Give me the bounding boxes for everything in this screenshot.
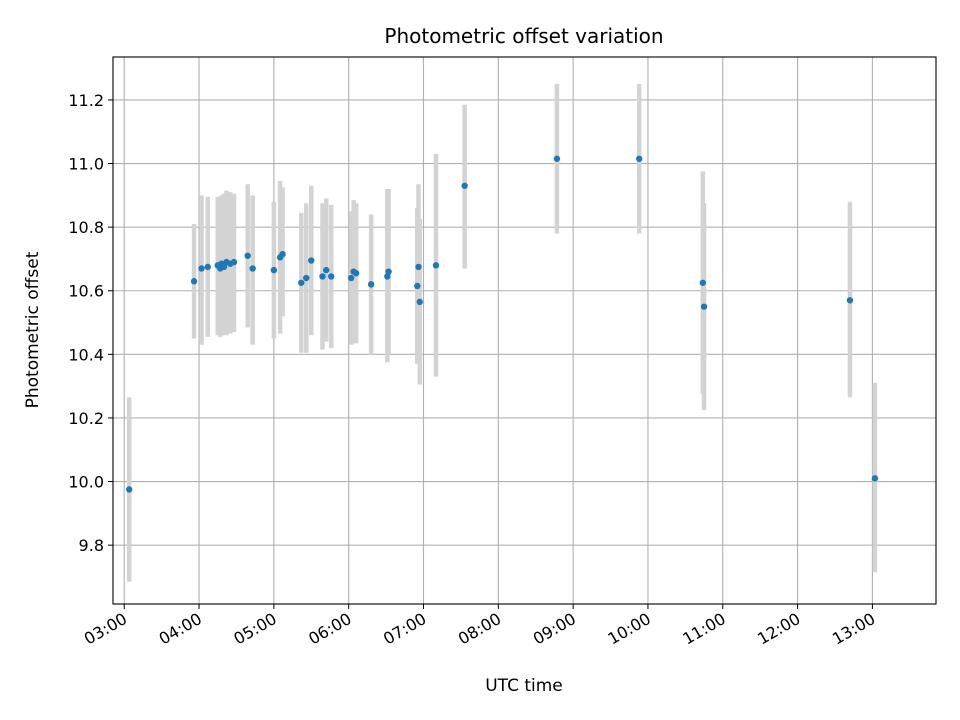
data-points (126, 155, 879, 493)
data-point (871, 475, 879, 482)
data-point (303, 274, 310, 282)
x-tick-label: 09:00 (530, 609, 579, 649)
data-point (347, 274, 355, 282)
y-tick-label: 10.0 (68, 473, 104, 492)
y-axis-title: Photometric offset (23, 251, 43, 408)
error-bars (126, 84, 878, 582)
x-tick-label: 11:00 (679, 609, 728, 649)
chart-title: Photometric offset variation (384, 24, 663, 48)
y-tick-label: 10.2 (68, 409, 104, 428)
x-tick-label: 06:00 (305, 609, 354, 649)
y-axis-ticks: 9.8 10.0 10.2 10.4 10.6 10.8 11.0 11.2 (68, 91, 113, 555)
y-tick-label: 10.4 (68, 345, 104, 364)
plot-frame (112, 56, 937, 605)
data-point (220, 263, 228, 271)
data-point (308, 257, 315, 264)
data-point (367, 281, 375, 288)
x-tick-label: 12:00 (754, 609, 803, 649)
data-point (198, 265, 205, 272)
data-point (636, 155, 643, 162)
x-tick-label: 13:00 (829, 609, 878, 649)
data-point (323, 266, 330, 274)
data-point (385, 268, 392, 275)
data-point (249, 265, 256, 272)
data-point (699, 279, 707, 286)
data-point (416, 298, 423, 306)
x-tick-label: 08:00 (455, 609, 504, 649)
data-point (244, 252, 251, 259)
y-tick-label: 10.6 (68, 282, 104, 301)
x-axis-ticks: 03:00 04:00 05:00 06:00 07:00 08:00 09:00 10:00… (81, 604, 878, 649)
data-point (190, 278, 198, 285)
data-point (230, 258, 238, 266)
data-point (415, 263, 422, 271)
grid-lines (113, 57, 936, 604)
data-point (279, 250, 286, 258)
data-point (700, 303, 708, 310)
y-tick-label: 11.2 (68, 91, 104, 110)
y-tick-label: 11.0 (68, 155, 104, 174)
data-point (414, 282, 421, 290)
data-point (553, 155, 561, 162)
data-point (328, 273, 335, 280)
data-point (352, 270, 360, 277)
data-point (319, 273, 326, 280)
x-tick-label: 04:00 (156, 609, 205, 649)
x-tick-label: 03:00 (81, 609, 130, 649)
data-point (270, 266, 278, 274)
data-point (298, 279, 305, 286)
y-tick-label: 10.8 (68, 218, 104, 237)
data-point (432, 262, 440, 269)
data-point (461, 182, 468, 189)
data-point (126, 486, 133, 493)
x-tick-label: 10:00 (605, 609, 654, 649)
data-point (204, 263, 211, 271)
data-point (846, 297, 854, 304)
x-axis-title: UTC time (485, 676, 563, 696)
x-tick-label: 05:00 (230, 609, 279, 649)
y-tick-label: 9.8 (79, 536, 104, 555)
x-tick-label: 07:00 (380, 609, 429, 649)
